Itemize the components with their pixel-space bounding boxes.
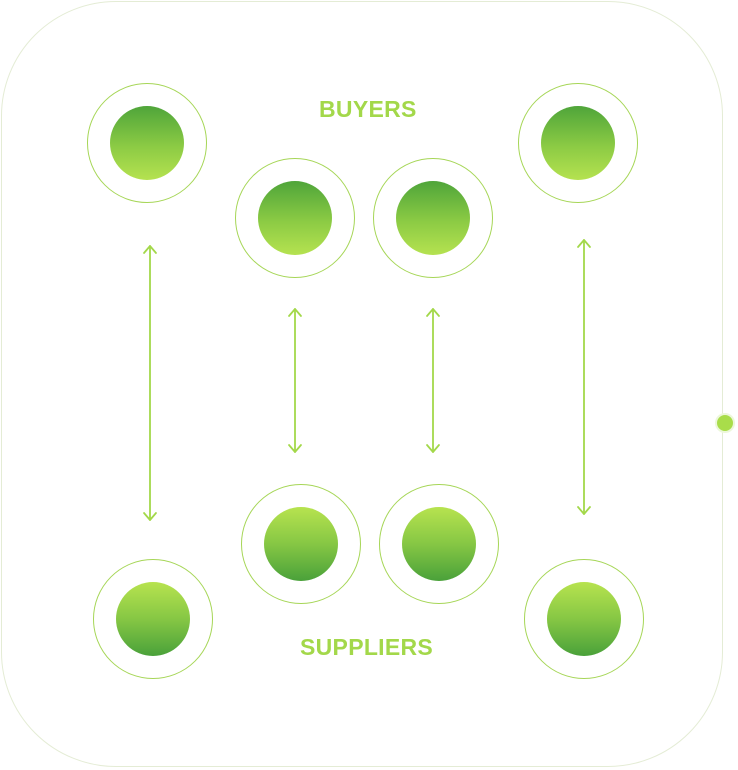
buyer-node	[373, 158, 493, 278]
bidirectional-arrow	[288, 308, 302, 453]
buyer-node	[235, 158, 355, 278]
supplier-node-core	[116, 582, 190, 656]
buyer-node-core	[541, 106, 615, 180]
supplier-node	[93, 559, 213, 679]
suppliers-label: SUPPLIERS	[300, 634, 434, 660]
supplier-node	[379, 484, 499, 604]
buyer-node-core	[110, 106, 184, 180]
supplier-node	[524, 559, 644, 679]
supplier-node-core	[264, 507, 338, 581]
supplier-node-core	[547, 582, 621, 656]
buyer-node-core	[258, 181, 332, 255]
buyer-node	[518, 83, 638, 203]
buyers-label: BUYERS	[319, 96, 417, 122]
supplier-node-core	[402, 507, 476, 581]
bidirectional-arrow	[577, 239, 591, 515]
bidirectional-arrow	[143, 245, 157, 521]
supplier-node	[241, 484, 361, 604]
buyer-node-core	[396, 181, 470, 255]
panel-edge-dot	[715, 413, 735, 433]
buyer-node	[87, 83, 207, 203]
bidirectional-arrow	[426, 308, 440, 453]
